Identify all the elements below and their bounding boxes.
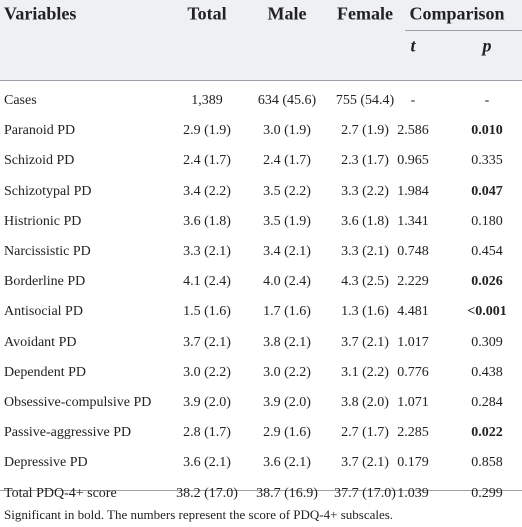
row-label: Histrionic PD [4, 213, 82, 229]
header-background [0, 0, 522, 80]
table-cell: 3.5 (1.9) [263, 213, 311, 229]
table-cell: 1.984 [397, 183, 429, 199]
table-cell: 1.7 (1.6) [263, 304, 311, 320]
table-cell: 3.1 (2.2) [341, 364, 389, 380]
table-cell: 3.7 (2.1) [341, 334, 389, 350]
row-label: Passive-aggressive PD [4, 425, 132, 441]
column-subheader: p [482, 35, 492, 56]
table-cell: 755 (54.4) [335, 93, 395, 108]
table-cell: 1.071 [397, 395, 429, 410]
table-cell: 1,389 [191, 93, 223, 108]
table-cell: 0.965 [397, 153, 429, 169]
table-cell: 0.438 [471, 364, 503, 380]
column-header: Male [267, 3, 307, 24]
table-cell: 2.4 (1.7) [183, 153, 231, 169]
table-cell: 2.586 [397, 123, 429, 139]
table-cell: 3.9 (2.0) [263, 395, 311, 410]
table-cell: 3.6 (2.1) [263, 455, 311, 471]
table-cell: 0.776 [397, 364, 429, 380]
table-cell: 2.8 (1.7) [183, 425, 231, 441]
row-label: Narcissistic PD [4, 244, 91, 259]
table-cell: 2.285 [397, 425, 429, 441]
table-cell: 1.5 (1.6) [183, 304, 231, 320]
table-cell: 0.180 [471, 213, 503, 229]
table-cell: 2.9 (1.6) [263, 425, 311, 441]
table-cell: 1.017 [397, 334, 429, 350]
table-cell: 0.309 [471, 334, 503, 350]
column-subheader: t [410, 35, 416, 56]
row-label: Cases [4, 93, 37, 108]
table-cell: 0.047 [471, 183, 503, 199]
column-header: Total [187, 3, 227, 24]
table-cell: 0.748 [397, 244, 429, 259]
table-cell: 3.6 (1.8) [341, 213, 389, 229]
table-cell: 0.299 [471, 485, 503, 501]
column-header: Variables [4, 3, 77, 24]
table-cell: 2.7 (1.7) [341, 425, 389, 441]
table-cell: 3.6 (2.1) [183, 455, 231, 471]
table-cell: 4.481 [397, 304, 429, 320]
table-cell: 0.284 [471, 395, 503, 410]
table-cell: 0.179 [397, 455, 429, 471]
table-cell: 3.4 (2.2) [183, 183, 231, 199]
table-cell: 0.858 [471, 455, 503, 471]
table-cell: 3.7 (2.1) [183, 334, 231, 350]
table-cell: 1.3 (1.6) [341, 304, 389, 320]
row-label: Avoidant PD [4, 334, 77, 350]
table-cell: 0.010 [471, 123, 503, 139]
row-label: Antisocial PD [4, 304, 83, 320]
header-rule [0, 80, 522, 81]
table-cell: 3.7 (2.1) [341, 455, 389, 471]
table-cell: 0.335 [471, 153, 503, 169]
table-cell: 3.3 (2.2) [341, 183, 389, 199]
table-cell: 3.8 (2.0) [341, 395, 389, 410]
table-cell: 3.3 (2.1) [183, 244, 231, 259]
column-header: Comparison [409, 3, 505, 24]
table-cell: 3.4 (2.1) [263, 244, 311, 259]
table-cell: 1.341 [397, 213, 429, 229]
row-label: Paranoid PD [4, 123, 76, 139]
table-cell: 4.3 (2.5) [341, 274, 389, 290]
table-cell: 2.3 (1.7) [341, 153, 389, 169]
table-cell: 2.7 (1.9) [341, 123, 389, 139]
table-cell: 1.039 [397, 485, 429, 501]
table-cell: - [410, 93, 416, 108]
table-cell: 4.0 (2.4) [263, 274, 311, 290]
table-cell: <0.001 [467, 304, 507, 320]
table-cell: 37.7 (17.0) [334, 485, 396, 501]
footnote: Significant in bold. The numbers represe… [4, 507, 394, 522]
table-cell: 634 (45.6) [257, 93, 317, 108]
table-cell: 3.0 (2.2) [263, 364, 311, 380]
table-cell: 3.6 (1.8) [183, 213, 231, 229]
table-cell: 3.9 (2.0) [183, 395, 231, 410]
table-cell: 4.1 (2.4) [183, 274, 231, 290]
table-cell: 3.8 (2.1) [263, 334, 311, 350]
table-cell: 2.4 (1.7) [263, 153, 311, 169]
table-cell: 38.7 (16.9) [256, 485, 318, 501]
table-cell: 3.0 (1.9) [263, 123, 311, 139]
table-cell: 38.2 (17.0) [176, 485, 238, 501]
table-cell: 2.229 [397, 274, 429, 290]
table-cell: 0.454 [471, 244, 503, 259]
row-label: Schizotypal PD [4, 183, 92, 199]
row-label: Dependent PD [4, 364, 87, 380]
table-cell: 3.0 (2.2) [183, 364, 231, 380]
row-label: Total PDQ-4+ score [4, 485, 117, 501]
row-label: Depressive PD [4, 455, 88, 471]
row-label: Borderline PD [4, 274, 86, 290]
row-label: Schizoid PD [4, 153, 75, 169]
table-cell: 0.022 [471, 425, 503, 441]
bottom-rule [0, 490, 522, 491]
comparison-rule [405, 30, 522, 31]
table-cell: - [484, 93, 490, 108]
table-cell: 3.3 (2.1) [341, 244, 389, 259]
table-cell: 3.5 (2.2) [263, 183, 311, 199]
table-cell: 2.9 (1.9) [183, 123, 231, 139]
table-cell: 0.026 [471, 274, 503, 290]
column-header: Female [337, 3, 393, 24]
row-label: Obsessive-compulsive PD [4, 395, 152, 410]
